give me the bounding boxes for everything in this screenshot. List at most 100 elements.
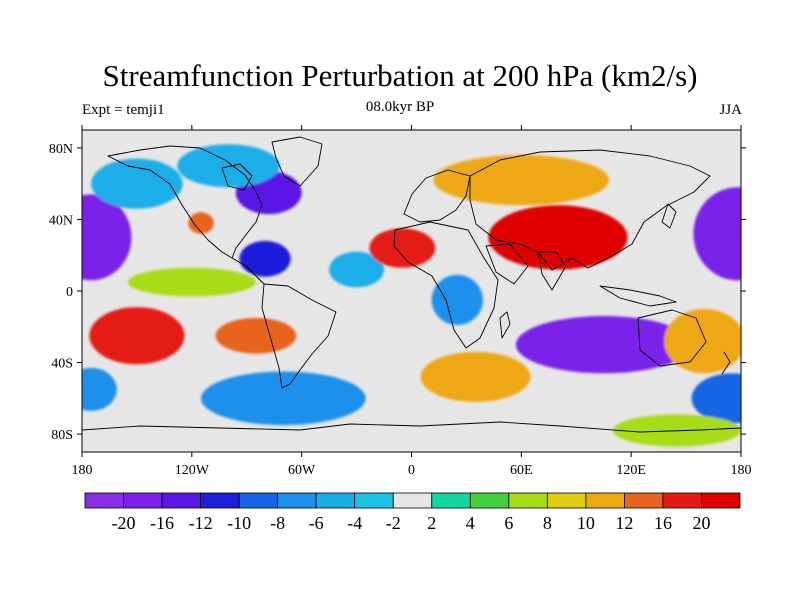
colorbar-swatch [84, 492, 124, 509]
colorbar-label: 4 [466, 513, 475, 533]
contour-band [82, 367, 117, 411]
colorbar-swatch [508, 492, 548, 509]
anomaly-center-4 [177, 144, 280, 188]
colorbar-swatch [431, 492, 471, 509]
coastline-asia [469, 149, 711, 271]
contour-band [239, 240, 291, 277]
colorbar-swatch [624, 492, 664, 509]
y-tick-label: 80S [51, 428, 73, 443]
y-tick-label: 40S [51, 357, 73, 372]
x-axis: 180 120W 60W 0 60E 120E 180 [72, 125, 752, 478]
y-tick-label: 0 [66, 285, 73, 300]
coastline-antarctica [82, 421, 741, 433]
anomaly-center-1 [693, 187, 741, 281]
colorbar-swatch [315, 492, 356, 509]
experiment-label: Expt = temji1 [82, 102, 165, 118]
contour-band [177, 144, 280, 188]
contour-band [82, 194, 132, 281]
coastline-indonesia [599, 285, 677, 307]
coastline-madagascar [499, 311, 511, 339]
colorbar-label: -6 [309, 513, 324, 533]
chart-title: Streamfunction Perturbation at 200 hPa (… [102, 58, 698, 93]
coastline-europe [403, 169, 471, 223]
colorbar-label: 10 [577, 513, 595, 533]
coastline-arabia [485, 243, 529, 285]
contour-field [82, 144, 741, 447]
colorbar-swatch [546, 492, 587, 509]
contour-band [664, 308, 741, 374]
colorbar-label: 2 [427, 513, 436, 533]
contour-band [691, 373, 741, 424]
colorbar-swatch [392, 492, 433, 509]
colorbar-label: 12 [615, 513, 633, 533]
contour-band [329, 251, 385, 288]
colorbar-swatch [200, 492, 240, 509]
colorbar-swatch [277, 492, 317, 509]
season-label: JJA [719, 102, 742, 118]
colorbar-label: -10 [227, 513, 251, 533]
anomaly-center-3 [239, 240, 291, 277]
colorbar-swatch [662, 492, 702, 509]
colorbar-swatch [161, 492, 201, 509]
coastline-greenland [271, 136, 323, 187]
contour-band [488, 205, 628, 270]
colorbar-swatch [469, 492, 510, 509]
anomaly-center-15 [420, 351, 531, 402]
x-tick-label: 0 [408, 463, 415, 478]
coastline-japan [661, 203, 677, 229]
colorbar-swatch [585, 492, 625, 509]
x-tick-label: 60E [510, 463, 533, 478]
anomaly-center-13 [215, 317, 297, 354]
contour-band [515, 316, 692, 374]
contour-band [127, 267, 256, 297]
y-axis: 80N 40N 0 40S 80S [49, 142, 746, 443]
anomaly-center-0 [82, 194, 132, 281]
contour-band [431, 274, 483, 325]
coastline-australia [637, 309, 707, 367]
colorbar-label: 16 [654, 513, 672, 533]
anomaly-center-5 [188, 212, 214, 234]
anomaly-center-9 [433, 155, 610, 206]
contour-band [420, 351, 531, 402]
colorbar-label: -2 [386, 513, 401, 533]
colorbar-label: 6 [504, 513, 513, 533]
anomaly-center-14 [200, 371, 366, 426]
coastline-south-america [261, 283, 337, 389]
colorbar: -20 -16 -12 -10 -8 -6 -4 -2 2 4 6 8 10 12 16 20 [84, 492, 741, 533]
coastline-central-america [231, 257, 265, 285]
contour-band [200, 371, 366, 426]
x-tick-label: 180 [731, 463, 752, 478]
y-tick-label: 80N [49, 142, 73, 157]
colorbar-label: -8 [270, 513, 285, 533]
contour-band [188, 212, 214, 234]
coastline-north-america [107, 145, 263, 259]
anomaly-center-10 [515, 316, 692, 374]
contour-band [89, 307, 185, 365]
colorbar-swatch [123, 492, 163, 509]
coastline-new-zealand [721, 351, 731, 375]
anomaly-center-7 [369, 228, 436, 268]
anomaly-center-11 [431, 274, 483, 325]
colorbar-swatch [238, 492, 279, 509]
colorbar-swatch [354, 492, 394, 509]
anomaly-center-18 [82, 367, 117, 411]
colorbar-label: -16 [150, 513, 174, 533]
anomaly-center-12 [89, 307, 185, 365]
contour-band [369, 228, 436, 268]
anomaly-center-8 [488, 205, 628, 270]
anomaly-center-16 [664, 308, 741, 374]
anomaly-center-17 [691, 373, 741, 424]
contour-band [433, 155, 610, 206]
contour-band [215, 317, 297, 354]
colorbar-label: -4 [347, 513, 362, 533]
coastline-india [537, 251, 567, 291]
period-label: 08.0kyr BP [365, 99, 435, 115]
x-tick-label: 180 [72, 463, 93, 478]
anomaly-center-6 [329, 251, 385, 288]
contour-band [693, 187, 741, 281]
contour-band [91, 158, 183, 209]
coastline-africa [393, 221, 499, 349]
coastline-hudson-bay [221, 163, 253, 191]
anomaly-center-21 [127, 267, 256, 297]
